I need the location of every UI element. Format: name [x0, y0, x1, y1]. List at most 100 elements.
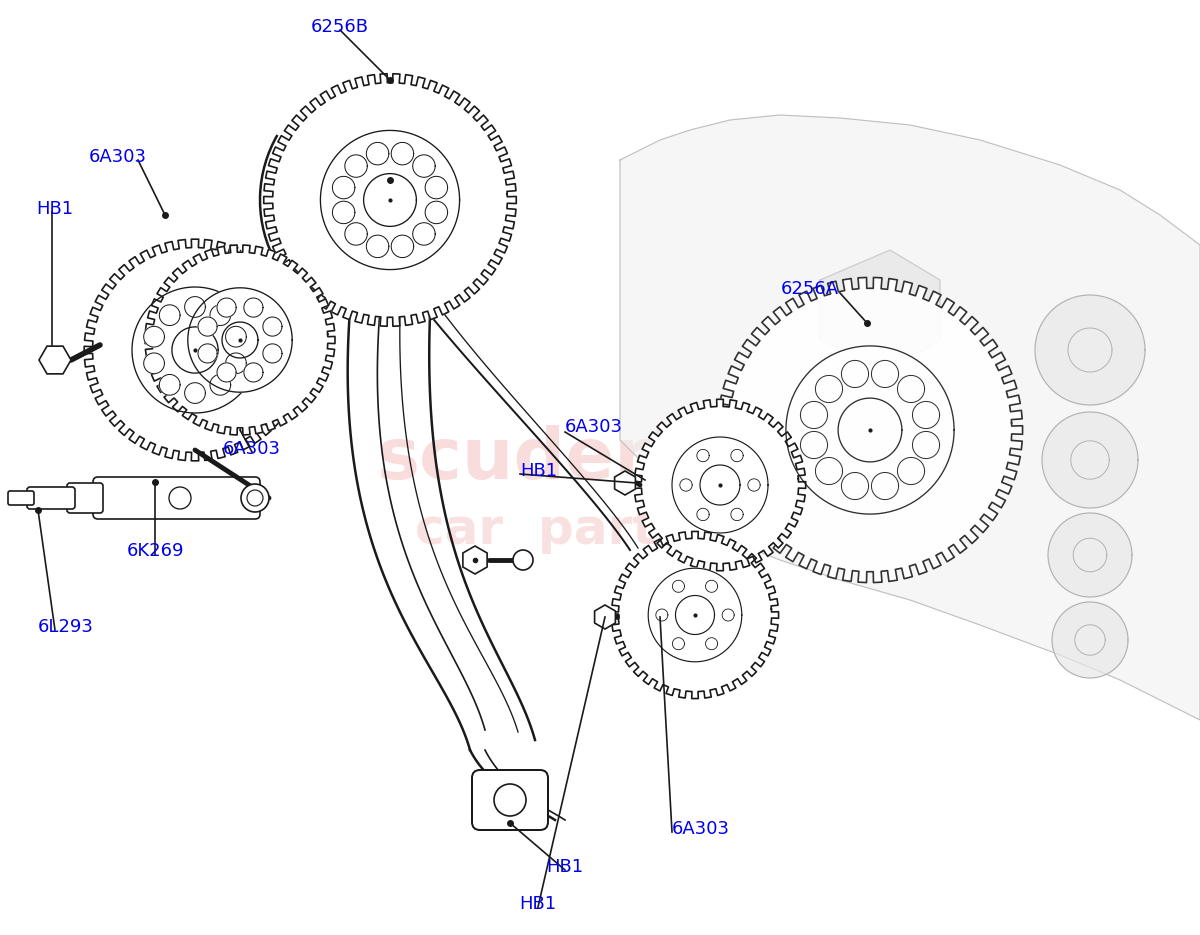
Polygon shape: [244, 363, 263, 382]
Polygon shape: [366, 235, 389, 258]
Polygon shape: [672, 437, 768, 533]
Polygon shape: [800, 401, 828, 428]
Polygon shape: [816, 457, 842, 484]
Polygon shape: [841, 360, 869, 387]
Polygon shape: [620, 115, 1200, 720]
Polygon shape: [1070, 440, 1109, 480]
Text: 6256B: 6256B: [311, 18, 370, 36]
FancyBboxPatch shape: [67, 483, 103, 513]
Polygon shape: [676, 596, 714, 635]
Polygon shape: [132, 287, 258, 413]
Polygon shape: [697, 450, 709, 462]
Polygon shape: [816, 376, 842, 403]
Polygon shape: [244, 298, 263, 317]
Polygon shape: [185, 382, 205, 403]
Text: HB1: HB1: [520, 895, 557, 913]
Polygon shape: [145, 245, 335, 435]
Polygon shape: [344, 155, 367, 178]
Polygon shape: [1036, 295, 1145, 405]
Text: 6256A: 6256A: [781, 280, 839, 298]
Text: HB1: HB1: [36, 200, 73, 218]
Polygon shape: [332, 177, 355, 199]
Polygon shape: [413, 155, 436, 178]
Polygon shape: [722, 609, 734, 621]
Polygon shape: [425, 201, 448, 223]
Polygon shape: [226, 352, 246, 374]
Text: 6L293: 6L293: [38, 618, 94, 636]
Circle shape: [247, 490, 263, 506]
Polygon shape: [217, 363, 236, 382]
Polygon shape: [217, 298, 236, 317]
Polygon shape: [425, 177, 448, 199]
Polygon shape: [898, 376, 924, 403]
FancyBboxPatch shape: [8, 491, 34, 505]
Polygon shape: [718, 278, 1022, 583]
Polygon shape: [912, 431, 940, 458]
Polygon shape: [160, 374, 180, 396]
Polygon shape: [198, 317, 217, 337]
Polygon shape: [748, 479, 760, 491]
Text: scuderia: scuderia: [377, 425, 724, 495]
Polygon shape: [366, 142, 389, 165]
Polygon shape: [871, 472, 899, 499]
Polygon shape: [413, 223, 436, 245]
Polygon shape: [463, 546, 487, 574]
FancyBboxPatch shape: [472, 770, 548, 830]
Polygon shape: [144, 326, 164, 347]
Polygon shape: [656, 609, 668, 621]
Polygon shape: [838, 398, 902, 462]
Circle shape: [514, 550, 533, 570]
Polygon shape: [160, 305, 180, 325]
Polygon shape: [731, 509, 743, 521]
Polygon shape: [786, 346, 954, 514]
Text: 6A303: 6A303: [89, 148, 148, 166]
Polygon shape: [144, 352, 164, 374]
Polygon shape: [1073, 539, 1106, 572]
Polygon shape: [1075, 625, 1105, 655]
Text: 6K269: 6K269: [126, 542, 184, 560]
Polygon shape: [320, 130, 460, 269]
Circle shape: [241, 484, 269, 512]
Polygon shape: [820, 250, 940, 370]
Text: HB1: HB1: [520, 462, 557, 480]
Polygon shape: [1042, 412, 1138, 508]
Polygon shape: [1048, 513, 1132, 597]
Polygon shape: [700, 465, 740, 505]
Polygon shape: [38, 346, 71, 374]
Polygon shape: [263, 317, 282, 337]
FancyBboxPatch shape: [28, 487, 74, 509]
Polygon shape: [210, 374, 230, 396]
Polygon shape: [332, 201, 355, 223]
Polygon shape: [614, 471, 635, 495]
Polygon shape: [706, 581, 718, 592]
Polygon shape: [222, 322, 258, 358]
FancyBboxPatch shape: [94, 477, 260, 519]
Polygon shape: [912, 401, 940, 428]
Polygon shape: [344, 223, 367, 245]
Polygon shape: [648, 568, 742, 662]
Polygon shape: [731, 450, 743, 462]
Polygon shape: [672, 638, 684, 650]
Polygon shape: [188, 288, 293, 392]
Polygon shape: [672, 581, 684, 592]
Text: 6A303: 6A303: [672, 820, 730, 838]
Polygon shape: [210, 305, 230, 325]
Text: 6A303: 6A303: [565, 418, 623, 436]
Polygon shape: [800, 431, 828, 458]
Polygon shape: [680, 479, 692, 491]
Polygon shape: [706, 638, 718, 650]
Polygon shape: [871, 360, 899, 387]
Polygon shape: [226, 326, 246, 347]
Polygon shape: [595, 605, 616, 629]
Polygon shape: [1052, 602, 1128, 678]
Polygon shape: [263, 344, 282, 363]
Polygon shape: [264, 74, 516, 326]
Polygon shape: [898, 457, 924, 484]
Polygon shape: [612, 531, 779, 698]
Polygon shape: [391, 235, 414, 258]
Polygon shape: [198, 344, 217, 363]
Text: HB1: HB1: [546, 858, 583, 876]
Polygon shape: [841, 472, 869, 499]
Polygon shape: [172, 327, 218, 373]
Polygon shape: [635, 399, 805, 570]
